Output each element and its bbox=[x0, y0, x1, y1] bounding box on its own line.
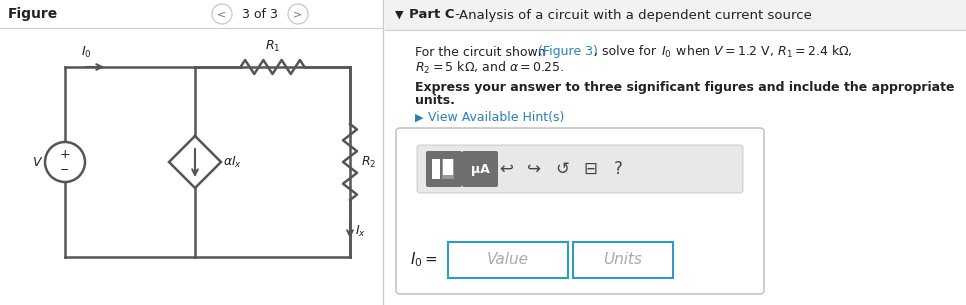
Circle shape bbox=[212, 4, 232, 24]
Text: +: + bbox=[60, 148, 71, 160]
Bar bbox=[432, 159, 440, 179]
FancyBboxPatch shape bbox=[417, 145, 743, 193]
Bar bbox=[442, 159, 454, 179]
Text: $R_2 = 5$ k$\Omega$, and $\alpha = 0.25.$: $R_2 = 5$ k$\Omega$, and $\alpha = 0.25.… bbox=[415, 60, 564, 76]
Text: ?: ? bbox=[613, 160, 622, 178]
Text: ↪: ↪ bbox=[527, 160, 541, 178]
Text: $R_2$: $R_2$ bbox=[361, 154, 377, 170]
Text: >: > bbox=[294, 9, 302, 19]
Text: Value: Value bbox=[487, 253, 529, 267]
Text: -: - bbox=[451, 9, 465, 21]
FancyBboxPatch shape bbox=[396, 128, 764, 294]
Bar bbox=[0, 0, 383, 28]
Circle shape bbox=[45, 142, 85, 182]
Text: 3 of 3: 3 of 3 bbox=[242, 8, 278, 20]
Text: Part C: Part C bbox=[409, 9, 454, 21]
Text: Units: Units bbox=[604, 253, 642, 267]
Bar bbox=[448, 242, 568, 278]
Bar bbox=[0, 0, 383, 305]
Text: Figure: Figure bbox=[8, 7, 58, 21]
Circle shape bbox=[288, 4, 308, 24]
Text: Express your answer to three significant figures and include the appropriate: Express your answer to three significant… bbox=[415, 81, 954, 94]
Text: units.: units. bbox=[415, 94, 455, 106]
Bar bbox=[573, 242, 673, 278]
Text: $I_0 =$: $I_0 =$ bbox=[410, 251, 438, 269]
Text: View Available Hint(s): View Available Hint(s) bbox=[428, 112, 564, 124]
Text: (Figure 3): (Figure 3) bbox=[538, 45, 598, 59]
Text: <: < bbox=[217, 9, 227, 19]
Text: For the circuit shown: For the circuit shown bbox=[415, 45, 550, 59]
Text: ↩: ↩ bbox=[499, 160, 513, 178]
Bar bbox=[385, 0, 966, 30]
Text: V: V bbox=[33, 156, 41, 168]
Bar bbox=[443, 159, 453, 175]
Text: when $V = 1.2$ V, $R_1 = 2.4$ k$\Omega$,: when $V = 1.2$ V, $R_1 = 2.4$ k$\Omega$, bbox=[671, 44, 852, 60]
Text: $I_0$: $I_0$ bbox=[81, 45, 92, 60]
Text: $I_0$: $I_0$ bbox=[661, 45, 671, 59]
Bar bbox=[443, 159, 453, 175]
Text: ▼: ▼ bbox=[395, 10, 404, 20]
Text: ↺: ↺ bbox=[555, 160, 569, 178]
Text: , solve for: , solve for bbox=[593, 45, 660, 59]
Text: ⊟: ⊟ bbox=[583, 160, 597, 178]
Text: $I_x$: $I_x$ bbox=[355, 224, 366, 239]
Text: $R_1$: $R_1$ bbox=[265, 39, 280, 54]
FancyBboxPatch shape bbox=[462, 151, 498, 187]
Text: Analysis of a circuit with a dependent current source: Analysis of a circuit with a dependent c… bbox=[459, 9, 811, 21]
FancyBboxPatch shape bbox=[426, 151, 462, 187]
Text: ▶: ▶ bbox=[415, 113, 423, 123]
Text: $\alpha I_x$: $\alpha I_x$ bbox=[223, 154, 242, 170]
Text: −: − bbox=[60, 165, 70, 175]
Polygon shape bbox=[169, 136, 221, 188]
Text: μA: μA bbox=[470, 163, 490, 175]
